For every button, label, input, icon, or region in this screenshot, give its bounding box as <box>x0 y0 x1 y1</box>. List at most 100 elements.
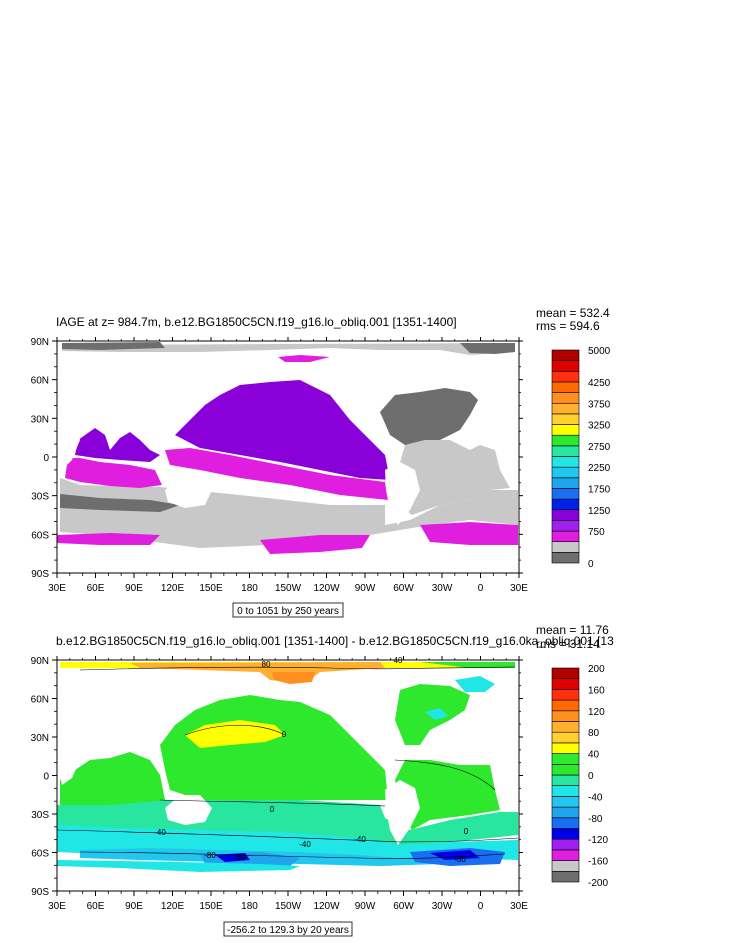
colorbar-swatch <box>551 870 580 883</box>
colorbar-label: -80 <box>588 814 603 825</box>
x-tick-label: 90E <box>125 583 143 594</box>
colorbar-swatch <box>551 710 580 722</box>
map2-x-axis: 30E 60E 90E 120E 150E 180 150W 120W 90W 60W 30W 0 30… <box>48 656 528 912</box>
contour-label: -40 <box>299 840 311 849</box>
map1-colorbar: 0 750 1250 1750 2250 2750 3250 3750 4250 5000 <box>551 346 611 570</box>
x-tick-label: 120W <box>313 583 340 594</box>
x-tick-label: 150E <box>199 583 223 594</box>
map2-contour-line <box>159 799 386 807</box>
map2-north-atlantic-cyan2 <box>425 708 448 720</box>
colorbar-swatch <box>551 689 580 701</box>
colorbar-swatch <box>551 785 580 797</box>
colorbar-swatch <box>551 349 580 361</box>
colorbar-swatch <box>551 552 580 564</box>
colorbar-swatch <box>551 678 580 690</box>
map1-contour-info: 0 to 1051 by 250 years <box>237 606 339 617</box>
colorbar-swatch <box>551 434 580 447</box>
x-tick-label: 30W <box>432 583 453 594</box>
colorbar-swatch <box>551 838 580 851</box>
map2-contour-info: -256.2 to 129.3 by 20 years <box>227 925 349 936</box>
colorbar-swatch <box>551 360 580 372</box>
x-tick-label: 90E <box>125 901 143 912</box>
colorbar-swatch <box>551 509 580 521</box>
y-tick-label: 30S <box>31 810 49 821</box>
difference-map: b.e12.BG1850C5CN.f19_g16.lo_obliq.001 [1… <box>31 623 614 937</box>
map2-atlantic-green <box>395 760 500 830</box>
y-tick-label: 30N <box>31 414 49 425</box>
colorbar-label: 200 <box>588 664 605 675</box>
colorbar-swatch <box>551 796 580 808</box>
map2-namerica-gap <box>325 670 395 735</box>
colorbar-swatch <box>551 488 580 500</box>
map1-x-axis: 30E 60E 90E 120E 150E 180 150W 120W 90W 60W 30W 0 30… <box>48 337 528 594</box>
colorbar-label: 3750 <box>588 399 611 410</box>
x-tick-label: 120E <box>161 901 185 912</box>
y-tick-label: 30S <box>31 492 49 503</box>
map1-arctic-dark2 <box>460 343 515 354</box>
colorbar-label: -200 <box>588 878 608 889</box>
map2-colorbar: -200 -160 -120 -80 -40 0 40 80 120 160 200 <box>551 664 608 889</box>
colorbar-label: 1250 <box>588 506 611 517</box>
colorbar-label: 0 <box>588 771 594 782</box>
map2-pacific-green <box>160 695 388 800</box>
x-tick-label: 180 <box>241 901 258 912</box>
x-tick-label: 120E <box>161 583 185 594</box>
colorbar-swatch <box>551 402 580 415</box>
map1-y-axis: 90N 60N 30N 0 30S 60S 90S <box>31 337 523 580</box>
colorbar-swatch <box>551 731 580 744</box>
colorbar-label: -40 <box>588 792 603 803</box>
colorbar-label: 40 <box>588 750 600 761</box>
y-tick-label: 60N <box>31 695 49 706</box>
map1-africa <box>58 420 80 470</box>
contour-label: -40 <box>354 835 366 844</box>
map2-contour-line <box>56 829 519 843</box>
x-tick-label: 60W <box>393 583 414 594</box>
x-tick-label: 30E <box>48 583 66 594</box>
colorbar-label: -160 <box>588 857 608 868</box>
x-tick-label: 150W <box>275 583 302 594</box>
contour-label: -40 <box>154 828 166 837</box>
x-tick-label: 60E <box>87 901 105 912</box>
map1-indian-purple <box>75 428 160 462</box>
map1-south-magenta-3 <box>420 522 518 545</box>
map1-arctic-dark <box>62 342 165 350</box>
y-tick-label: 0 <box>43 453 49 464</box>
x-tick-label: 30W <box>432 901 453 912</box>
colorbar-label: -120 <box>588 835 608 846</box>
colorbar-swatch <box>551 413 580 425</box>
x-tick-label: 150W <box>275 901 302 912</box>
y-tick-label: 60S <box>31 530 49 541</box>
colorbar-label: 3250 <box>588 421 611 432</box>
x-tick-label: 90W <box>355 901 376 912</box>
map2-arctic-orange2 <box>272 672 315 684</box>
colorbar-label: 2750 <box>588 442 611 453</box>
map1-title: IAGE at z= 984.7m, b.e12.BG1850C5CN.f19_… <box>56 315 457 329</box>
map1-info-box <box>232 602 344 618</box>
colorbar-swatch <box>551 445 580 457</box>
y-tick-label: 60S <box>31 849 49 860</box>
x-tick-label: 60E <box>87 583 105 594</box>
map1-pacific-purple <box>175 380 390 480</box>
x-tick-label: 120W <box>313 901 340 912</box>
map2-arctic-orange <box>130 662 385 682</box>
colorbar-swatch <box>551 742 580 754</box>
map2-south-cyan2 <box>57 860 300 872</box>
map1-north-atlantic-dark <box>380 388 478 445</box>
contour-label: 0 <box>464 827 469 836</box>
map2-contour-line <box>394 759 496 791</box>
x-tick-label: 60W <box>393 901 414 912</box>
map2-australia <box>165 795 212 825</box>
x-tick-label: 0 <box>478 583 484 594</box>
map2-y-axis: 90N 60N 30N 0 30S 60S 90S <box>31 656 523 898</box>
contour-label: -80 <box>234 853 246 862</box>
colorbar-label: 120 <box>588 707 605 718</box>
map2-rms: rms = 31.14 <box>536 637 600 651</box>
contour-label: -80 <box>204 851 216 860</box>
colorbar-label: 0 <box>588 559 594 570</box>
map1-rms: rms = 594.6 <box>536 319 600 333</box>
x-tick-label: 30E <box>48 901 66 912</box>
contour-label: 80 <box>262 660 271 669</box>
x-tick-label: 0 <box>478 901 484 912</box>
colorbar-swatch <box>551 849 580 861</box>
x-tick-label: 180 <box>241 583 258 594</box>
